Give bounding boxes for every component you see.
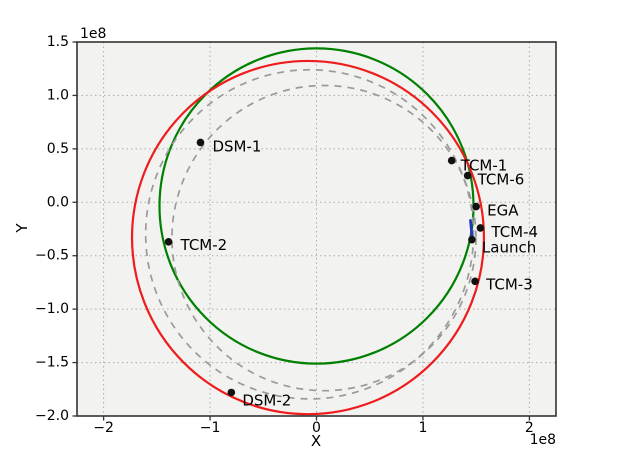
osculating-orbit-inner (171, 84, 477, 392)
event-marker-tcm-2 (164, 238, 173, 246)
y-tick-label: 1.5 (47, 34, 69, 50)
event-label-launch: Launch (482, 239, 536, 257)
x-tick-label: 0 (312, 420, 321, 436)
event-marker-launch (468, 235, 476, 244)
y-tick-label: −2.0 (35, 408, 69, 424)
x-tick-label: −1 (200, 420, 221, 436)
event-marker-tcm-1 (447, 156, 456, 165)
x-tick-label: −2 (93, 420, 114, 436)
osculating-orbit-outer (144, 68, 475, 400)
event-label-tcm-2: TCM-2 (180, 236, 228, 254)
transfer-orbit-red (130, 59, 486, 416)
event-label-dsm-2: DSM-2 (242, 391, 291, 409)
event-marker-dsm-1 (196, 138, 205, 147)
event-marker-tcm-6 (463, 171, 472, 180)
y-axis-offset-text: 1e8 (80, 26, 106, 42)
event-marker-tcm-4 (476, 224, 485, 232)
event-marker-tcm-3 (471, 277, 479, 286)
y-tick-label: −1.0 (35, 301, 69, 317)
event-label-tcm-1: TCM-1 (460, 157, 508, 175)
x-tick-label: 1 (418, 420, 427, 436)
y-tick-label: 0.0 (47, 194, 69, 210)
event-label-ega: EGA (487, 202, 519, 220)
axes-frame-layer (72, 41, 557, 421)
y-axis-label: Y (13, 223, 31, 234)
x-tick-label: 2 (525, 420, 534, 436)
event-marker-ega (472, 202, 480, 211)
y-tick-label: 1.0 (47, 87, 69, 103)
event-label-tcm-4: TCM-4 (490, 223, 538, 241)
event-label-tcm-6: TCM-6 (477, 171, 525, 189)
y-tick-label: 0.5 (47, 141, 69, 157)
y-tick-label: −0.5 (35, 248, 69, 264)
x-axis-label: X (311, 432, 321, 450)
event-marker-dsm-2 (227, 388, 236, 397)
event-label-tcm-3: TCM-3 (485, 275, 533, 293)
event-label-dsm-1: DSM-1 (212, 137, 261, 155)
y-tick-label: −1.5 (35, 355, 69, 371)
tick-labels-layer: −2 −1 0 1 2 −2.0 −1.5 −1.0 −0.5 0.0 0.5 1.0 1.5 (35, 34, 534, 436)
x-axis-offset-text: 1e8 (530, 432, 556, 448)
